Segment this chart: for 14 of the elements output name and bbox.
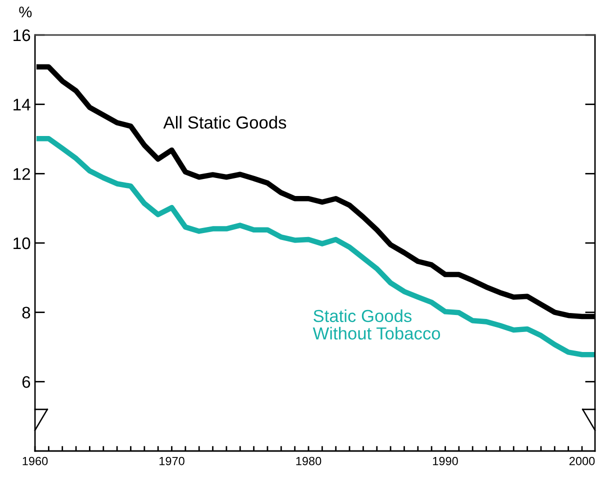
series-label: Static Goods Without Tobacco (312, 309, 440, 340)
x-tick-label: 1980 (296, 456, 322, 466)
y-tick-label: 12 (14, 168, 30, 180)
x-tick-label: 1970 (160, 456, 184, 466)
y-tick-label: 10 (14, 237, 30, 250)
y-tick-label: 16 (14, 29, 30, 42)
y-tick-label: 6 (22, 376, 30, 388)
x-tick-label: 2000 (569, 456, 595, 466)
y-tick-label: 8 (22, 306, 30, 319)
x-tick-label: 1960 (22, 456, 48, 466)
series-label: All Static Goods (163, 116, 286, 129)
y-axis-title: % (19, 6, 32, 18)
x-tick-label: 1990 (433, 456, 458, 466)
y-tick-label: 14 (14, 98, 30, 110)
